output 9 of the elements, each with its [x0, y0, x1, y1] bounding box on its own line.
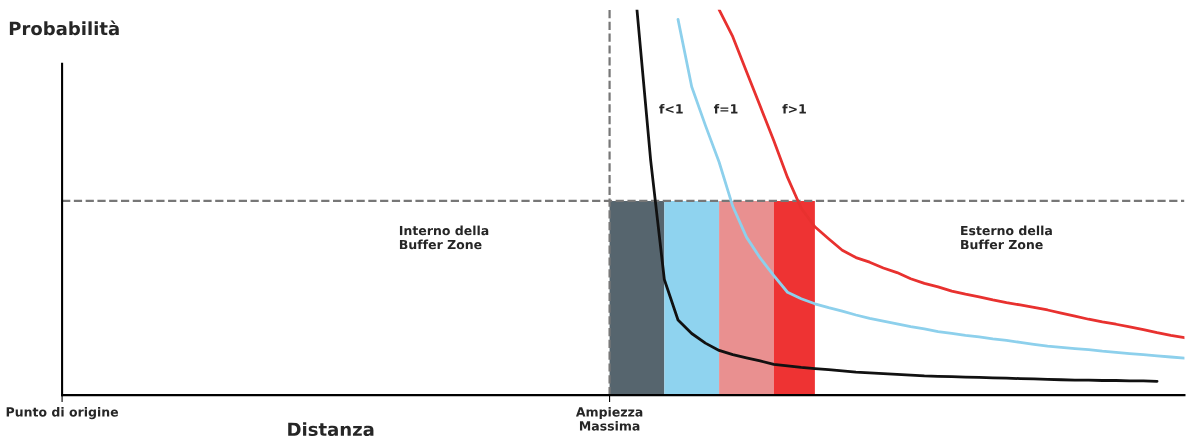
series-label: f>1 — [782, 103, 806, 114]
x-tick-label: Ampiezza Massima — [575, 406, 643, 431]
annotation: Esterno della Buffer Zone — [961, 225, 1052, 250]
annotation: Interno della Buffer Zone — [399, 225, 489, 250]
x-tick-label: Punto di origine — [6, 406, 119, 420]
series-label: f<1 — [659, 103, 683, 114]
series-label: f=1 — [713, 103, 738, 114]
y-axis-title: Probabilità — [9, 20, 119, 36]
x-axis-title: Distanza — [288, 422, 374, 437]
